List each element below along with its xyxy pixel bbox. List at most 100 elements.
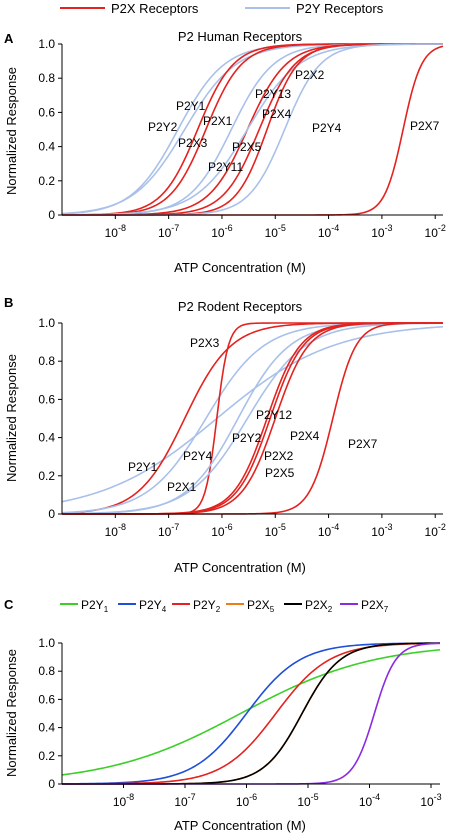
y-tick-label: 0.8 — [38, 71, 55, 85]
panel-b: B P2 Rodent Receptors 0 0.2 0.4 0.6 0.8 1.0 10… — [4, 295, 446, 575]
curve-p2x4 — [62, 322, 443, 515]
panel-a-curve-labels: P2Y1 P2Y2 P2X3 P2X1 P2Y11 P2X5 P2Y13 P2X… — [148, 68, 440, 174]
x-tick-label: 10-7 — [158, 522, 179, 539]
y-tick-label: 1.0 — [38, 316, 55, 330]
x-tick-label: 10-7 — [174, 792, 195, 809]
y-tick-label: 0.2 — [38, 749, 55, 763]
label-a-p2x2: P2X2 — [295, 68, 325, 82]
panel-c-axes: 0 0.2 0.4 0.6 0.8 1.0 10-8 10-7 10-6 10-5 10-4 10-3 — [38, 636, 441, 809]
label-a-p2y11: P2Y11 — [208, 160, 243, 174]
curve-p2y12 — [61, 322, 444, 515]
curve-p2x5 — [62, 43, 443, 216]
x-tick-label: 10-4 — [359, 792, 380, 809]
x-tick-label: 10-6 — [211, 522, 232, 539]
label-a-p2x1: P2X1 — [203, 114, 233, 128]
panel-b-title: P2 Rodent Receptors — [178, 299, 303, 314]
y-tick-label: 0.6 — [38, 692, 55, 706]
legend-label-p2y2: P2Y2 — [193, 598, 221, 614]
curve-p2y2 — [62, 642, 441, 785]
legend-label-p2x7: P2X7 — [361, 598, 389, 614]
label-a-p2x3: P2X3 — [178, 136, 208, 150]
x-tick-label: 10-6 — [236, 792, 257, 809]
label-b-p2x4: P2X4 — [290, 429, 320, 443]
curve-p2y1 — [61, 648, 441, 776]
label-b-p2x7: P2X7 — [348, 437, 378, 451]
legend-label-p2x5: P2X5 — [247, 598, 275, 614]
x-tick-label: 10-4 — [318, 522, 339, 539]
panel-c-ylabel: Normalized Response — [4, 649, 19, 777]
x-tick-label: 10-6 — [211, 223, 232, 240]
x-tick-label: 10-8 — [105, 223, 126, 240]
x-tick-label: 10-5 — [265, 522, 286, 539]
label-b-p2y1: P2Y1 — [128, 460, 158, 474]
legend-label-p2x2: P2X2 — [305, 598, 333, 614]
panel-b-xlabel: ATP Concentration (M) — [174, 560, 306, 575]
y-tick-label: 0 — [48, 507, 55, 521]
legend-p2x-label: P2X Receptors — [111, 1, 199, 16]
y-tick-label: 0.8 — [38, 354, 55, 368]
curve-p2y2 — [61, 322, 443, 515]
curve-p2x2 — [62, 322, 444, 515]
label-b-p2x2: P2X2 — [264, 449, 294, 463]
panel-b-letter: B — [4, 295, 13, 310]
curve-p2y4 — [62, 43, 444, 216]
y-tick-label: 0.2 — [38, 174, 55, 188]
y-tick-label: 0.4 — [38, 721, 55, 735]
curve-p2x5 — [62, 642, 441, 785]
curve-p2x4 — [62, 43, 443, 216]
x-tick-label: 10-4 — [318, 223, 339, 240]
x-tick-label: 10-3 — [420, 792, 441, 809]
x-tick-label: 10-8 — [113, 792, 134, 809]
curve-p2y1 — [61, 325, 444, 503]
legend-top: P2X Receptors P2Y Receptors — [60, 1, 384, 16]
curve-p2y1 — [61, 43, 443, 215]
curve-p2x7 — [62, 322, 444, 515]
panel-c-xlabel: ATP Concentration (M) — [174, 818, 306, 833]
panel-a-letter: A — [4, 31, 14, 46]
curve-p2x2 — [62, 43, 443, 216]
curve-p2x1 — [61, 43, 443, 216]
y-tick-label: 0.6 — [38, 392, 55, 406]
x-tick-label: 10-7 — [158, 223, 179, 240]
legend-label-p2y1: P2Y1 — [81, 598, 109, 614]
curve-p2y4 — [61, 642, 441, 785]
curve-p2y11 — [61, 43, 443, 216]
label-a-p2y1: P2Y1 — [176, 99, 206, 113]
x-tick-label: 10-5 — [297, 792, 318, 809]
y-tick-label: 1.0 — [38, 636, 55, 650]
curve-p2y13 — [61, 43, 443, 216]
x-tick-label: 10-5 — [265, 223, 286, 240]
panel-b-axes: 0 0.2 0.4 0.6 0.8 1.0 10-8 10-7 10-6 10-5 10-4 10-3… — [38, 316, 446, 539]
label-b-p2y4: P2Y4 — [183, 449, 213, 463]
y-tick-label: 0.4 — [38, 140, 55, 154]
panel-c-curves — [61, 642, 441, 785]
curve-p2x7 — [62, 642, 441, 785]
label-b-p2y12: P2Y12 — [256, 408, 292, 422]
x-tick-label: 10-3 — [371, 522, 392, 539]
y-tick-label: 0 — [48, 777, 55, 791]
label-b-p2y2: P2Y2 — [232, 431, 262, 445]
curve-p2x2 — [62, 642, 441, 785]
y-tick-label: 0.8 — [38, 664, 55, 678]
x-tick-label: 10-8 — [105, 522, 126, 539]
panel-a: A P2 Human Receptors 0 0.2 0.4 0.6 0.8 1.0 10-… — [4, 29, 446, 275]
panel-a-ylabel: Normalized Response — [4, 67, 19, 195]
legend-label-p2y4: P2Y4 — [139, 598, 167, 614]
y-tick-label: 1.0 — [38, 37, 55, 51]
panel-a-axes: 0 0.2 0.4 0.6 0.8 1.0 10-8 10-7 10-6 10-5 10-4 10-3… — [38, 37, 446, 240]
label-a-p2x5: P2X5 — [232, 140, 262, 154]
panel-c-letter: C — [4, 597, 14, 612]
legend-p2y-label: P2Y Receptors — [296, 1, 384, 16]
label-b-p2x3: P2X3 — [190, 336, 220, 350]
panel-b-curves — [61, 322, 444, 515]
x-tick-label: 10-3 — [371, 223, 392, 240]
y-tick-label: 0 — [48, 208, 55, 222]
y-tick-label: 0.6 — [38, 105, 55, 119]
panel-b-curve-labels: P2X3 P2Y12 P2Y2 P2X4 P2Y4 P2X2 P2X7 P2Y1… — [128, 336, 378, 494]
curve-p2x3 — [61, 43, 443, 216]
panel-a-xlabel: ATP Concentration (M) — [174, 260, 306, 275]
panel-c-legend: P2Y1 P2Y4 P2Y2 P2X5 P2X2 P2X7 — [60, 598, 389, 614]
panel-b-ylabel: Normalized Response — [4, 354, 19, 482]
panel-c: C P2Y1 P2Y4 P2Y2 P2X5 P2X2 P2X7 0 0.2 0.4 0.6 0.8… — [4, 597, 442, 833]
